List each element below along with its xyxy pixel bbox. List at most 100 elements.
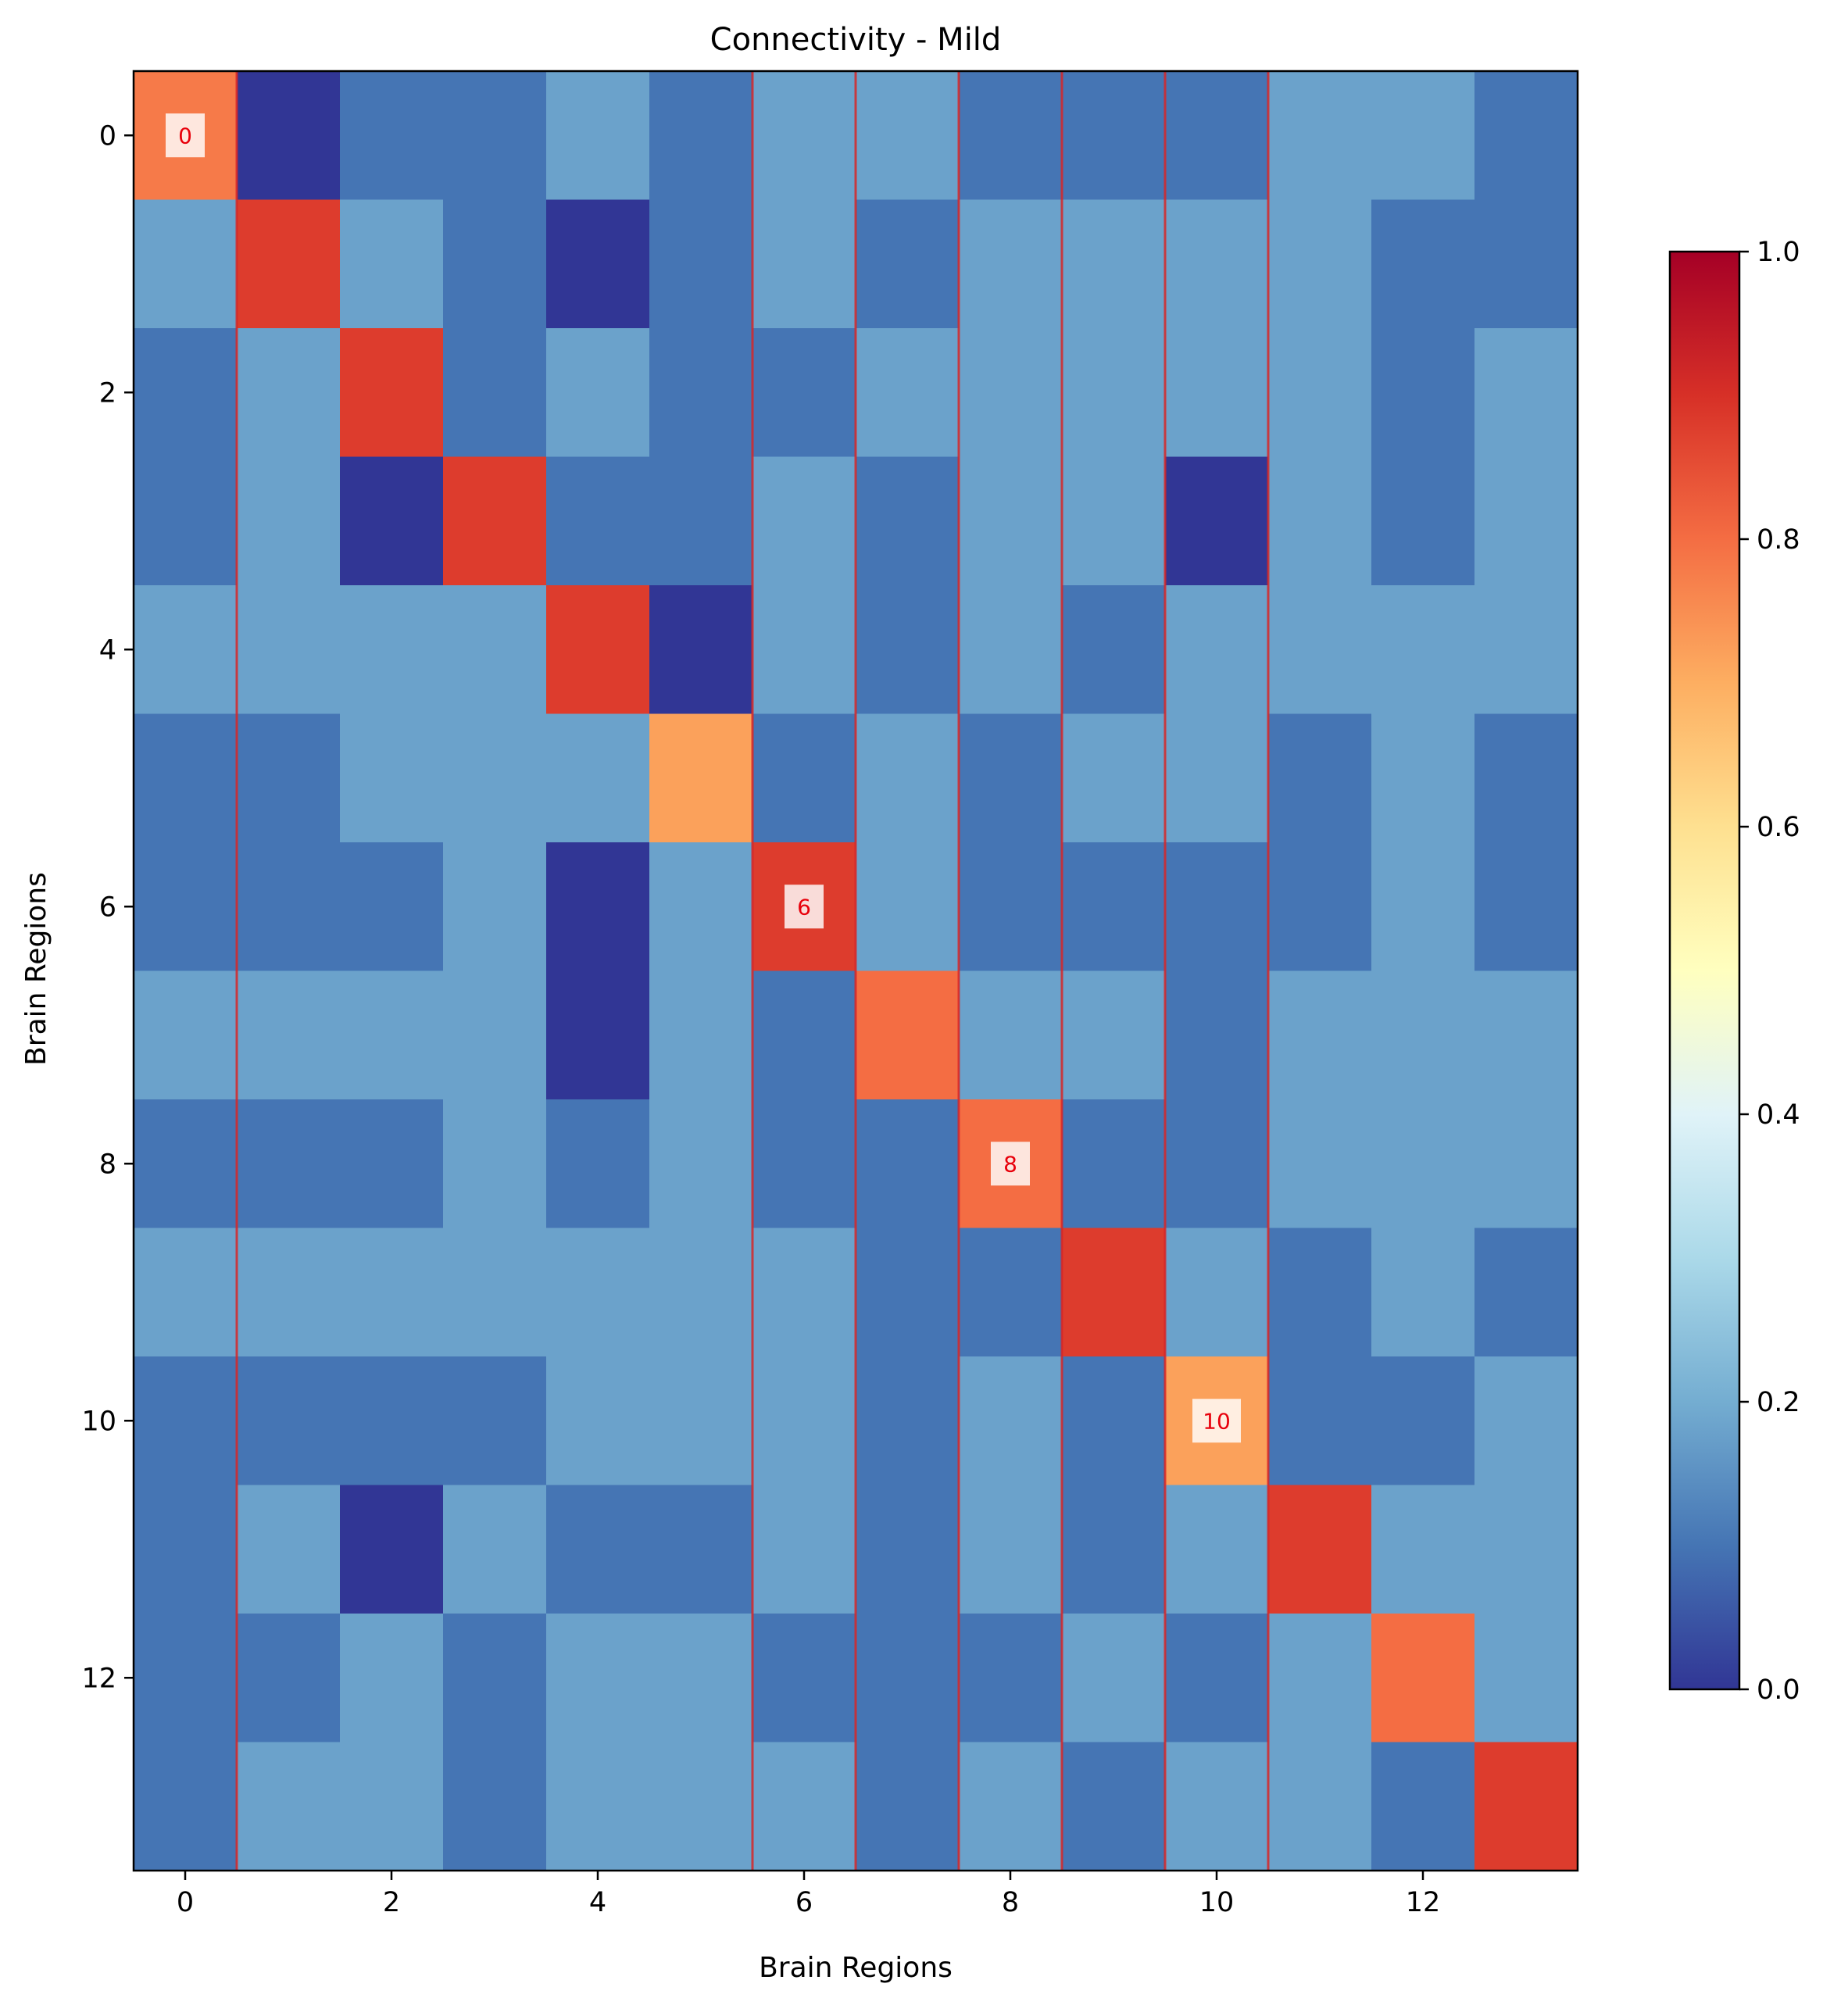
heatmap-cell-r13-c8 [959, 1742, 1063, 1871]
region-boundary-lines [235, 71, 1270, 1871]
annotation-box-0 [166, 113, 205, 158]
heatmap-cell-r12-c10 [1165, 1614, 1269, 1743]
heatmap-cell-r1-c7 [856, 199, 960, 329]
heatmap-cell-r4-c10 [1165, 585, 1269, 715]
heatmap-cell-r9-c9 [1062, 1228, 1166, 1357]
heatmap-cell-r0-c5 [649, 71, 753, 201]
heatmap-cell-r13-c13 [1474, 1742, 1578, 1871]
heatmap-cell-r10-c13 [1474, 1356, 1578, 1486]
heatmap-cell-r6-c8 [959, 842, 1063, 972]
y-tick-label-2: 2 [99, 377, 116, 409]
annotation-box-10 [1192, 1399, 1241, 1443]
heatmap-cell-r5-c13 [1474, 713, 1578, 843]
heatmap-cell-r13-c0 [134, 1742, 238, 1871]
plot-frame [132, 70, 1579, 1872]
heatmap-cell-r8-c3 [443, 1099, 547, 1229]
heatmap-cell-r3-c7 [856, 456, 960, 586]
heatmap-cell-r4-c1 [237, 585, 341, 715]
heatmap-cell-r6-c4 [546, 842, 650, 972]
heatmap-cell-r6-c10 [1165, 842, 1269, 972]
heatmap-cell-r13-c9 [1062, 1742, 1166, 1871]
heatmap-cell-r12-c9 [1062, 1614, 1166, 1743]
x-tick-label-0: 0 [177, 1887, 194, 1918]
heatmap-cell-r0-c7 [856, 71, 960, 201]
heatmap-cell-r12-c5 [649, 1614, 753, 1743]
y-tick-label-10: 10 [81, 1406, 116, 1437]
heatmap-cell-r5-c9 [1062, 713, 1166, 843]
heatmap-cell-r12-c12 [1371, 1614, 1475, 1743]
heatmap-cell-r10-c1 [237, 1356, 341, 1486]
heatmap-cell-r13-c3 [443, 1742, 547, 1871]
heatmap-cell-r12-c7 [856, 1614, 960, 1743]
heatmap-cell-r7-c12 [1371, 970, 1475, 1100]
heatmap-cell-r7-c3 [443, 970, 547, 1100]
heatmap-cell-r12-c3 [443, 1614, 547, 1743]
heatmap-cell-r8-c12 [1371, 1099, 1475, 1229]
x-axis-ticks: 0 2 4 6 8 10 12 [177, 1871, 1440, 1918]
heatmap-cell-r4-c4 [546, 585, 650, 715]
heatmap-cell-r1-c2 [340, 199, 444, 329]
heatmap-cell-r1-c5 [649, 199, 753, 329]
x-tick-label-6: 6 [795, 1887, 813, 1918]
heatmap-cell-r0-c12 [1371, 71, 1475, 201]
heatmap-cell-r13-c5 [649, 1742, 753, 1871]
heatmap-cell-r5-c5 [649, 713, 753, 843]
heatmap-cell-r11-c4 [546, 1485, 650, 1614]
heatmap-cell-r1-c9 [1062, 199, 1166, 329]
y-tick-label-4: 4 [99, 634, 116, 666]
heatmap-cell-r1-c11 [1268, 199, 1372, 329]
heatmap-cell-r13-c4 [546, 1742, 650, 1871]
heatmap-cell-r7-c7 [856, 970, 960, 1100]
heatmap-cell-r1-c12 [1371, 199, 1475, 329]
heatmap-cell-r8-c0 [134, 1099, 238, 1229]
heatmap-cell-r2-c1 [237, 328, 341, 458]
heatmap-cell-r3-c13 [1474, 456, 1578, 586]
heatmap-cell-r13-c11 [1268, 1742, 1372, 1871]
x-tick-label-10: 10 [1199, 1887, 1235, 1918]
heatmap-cell-r1-c1 [237, 199, 341, 329]
heatmap-cell-r11-c13 [1474, 1485, 1578, 1614]
cell-annotations: 0 6 8 10 [166, 113, 1241, 1443]
heatmap-cell-r6-c5 [649, 842, 753, 972]
colorbar-tick-label-2: 0.4 [1757, 1099, 1800, 1131]
heatmap-cell-r8-c9 [1062, 1099, 1166, 1229]
heatmap-cell-r3-c3 [443, 456, 547, 586]
heatmap-cell-r1-c4 [546, 199, 650, 329]
heatmap-cell-r6-c2 [340, 842, 444, 972]
heatmap-cell-r10-c5 [649, 1356, 753, 1486]
y-axis-ticks: 0 2 4 6 8 10 12 [81, 120, 134, 1694]
heatmap-cell-r10-c0 [134, 1356, 238, 1486]
heatmap-cell-r9-c7 [856, 1228, 960, 1357]
heatmap-cell-r6-c9 [1062, 842, 1166, 972]
heatmap-cell-r12-c8 [959, 1614, 1063, 1743]
heatmap-cell-r5-c11 [1268, 713, 1372, 843]
heatmap-cell-r6-c1 [237, 842, 341, 972]
colorbar-tick-label-5: 1.0 [1757, 237, 1800, 268]
heatmap-cell-r3-c8 [959, 456, 1063, 586]
heatmap-cell-r11-c8 [959, 1485, 1063, 1614]
heatmap-cell-r11-c9 [1062, 1485, 1166, 1614]
y-tick-label-6: 6 [99, 892, 116, 923]
heatmap-cell-r3-c10 [1165, 456, 1269, 586]
x-tick-label-4: 4 [589, 1887, 606, 1918]
heatmap-cell-r9-c2 [340, 1228, 444, 1357]
heatmap-cell-r7-c8 [959, 970, 1063, 1100]
heatmap-cell-r2-c9 [1062, 328, 1166, 458]
heatmap-cell-r4-c8 [959, 585, 1063, 715]
heatmap-cell-r2-c13 [1474, 328, 1578, 458]
heatmap-cell-r4-c13 [1474, 585, 1578, 715]
heatmap-cell-r12-c4 [546, 1614, 650, 1743]
heatmap-cell-r12-c2 [340, 1614, 444, 1743]
heatmap-cell-r1-c13 [1474, 199, 1578, 329]
heatmap-cell-r6-c7 [856, 842, 960, 972]
heatmap-cell-r8-c11 [1268, 1099, 1372, 1229]
chart-title: Connectivity - Mild [710, 22, 1002, 58]
heatmap-cell-r11-c11 [1268, 1485, 1372, 1614]
heatmap-cell-r9-c4 [546, 1228, 650, 1357]
heatmap-cell-r3-c1 [237, 456, 341, 586]
heatmap-cell-r1-c10 [1165, 199, 1269, 329]
y-tick-label-12: 12 [81, 1663, 116, 1694]
heatmap-cell-r12-c6 [752, 1614, 856, 1743]
heatmap-cell-r9-c1 [237, 1228, 341, 1357]
